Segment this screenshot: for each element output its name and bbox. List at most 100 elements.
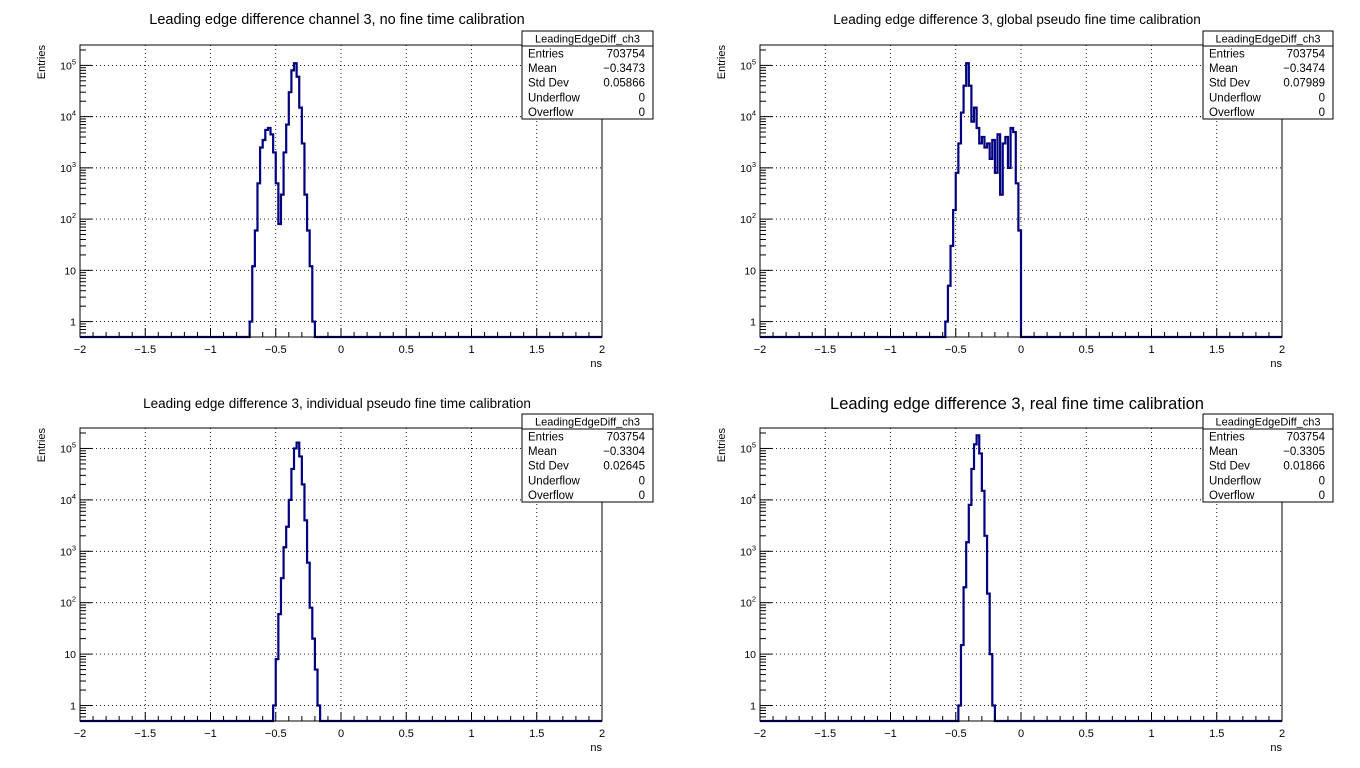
stats-row-label: Std Dev xyxy=(528,461,569,473)
chart-title: Leading edge difference 3, global pseudo… xyxy=(833,12,1201,27)
x-tick-label: −2 xyxy=(754,728,767,740)
x-tick-label: 0 xyxy=(338,728,344,740)
stats-row-value: 0 xyxy=(639,107,645,119)
stats-row-value: −0.3474 xyxy=(1283,63,1325,75)
stats-row-label: Overflow xyxy=(1209,490,1255,502)
y-axis-label: Entries xyxy=(716,45,728,80)
y-tick-label: 10 xyxy=(64,265,76,277)
y-tick-label: 105 xyxy=(740,440,756,455)
x-tick-label: −2 xyxy=(754,344,767,356)
stats-row-label: Mean xyxy=(1209,63,1238,75)
x-tick-label: −2 xyxy=(74,728,87,740)
chart-title: Leading edge difference 3, real fine tim… xyxy=(830,395,1204,413)
x-tick-label: 1.5 xyxy=(1209,728,1224,740)
x-tick-label: −1 xyxy=(204,344,217,356)
stats-box: LeadingEdgeDiff_ch3 Entries 703754 Mean −0.3… xyxy=(521,413,654,503)
stats-row-label: Underflow xyxy=(528,475,580,487)
y-axis-label: Entries xyxy=(36,428,48,463)
histogram-panel-1: Leading edge difference channel 3, no fi… xyxy=(36,12,654,370)
x-tick-label: 2 xyxy=(1279,344,1285,356)
y-tick-label: 1 xyxy=(750,701,756,713)
stats-row-value: 0 xyxy=(1319,475,1325,487)
y-axis-label: Entries xyxy=(716,428,728,463)
y-tick-label: 10 xyxy=(744,265,756,277)
y-axis-label: Entries xyxy=(36,45,48,80)
y-tick-label: 103 xyxy=(60,160,76,175)
y-tick-label: 102 xyxy=(740,595,756,610)
x-tick-label: 1 xyxy=(1148,728,1154,740)
x-tick-label: 2 xyxy=(1279,728,1285,740)
x-tick-label: 1.5 xyxy=(1209,344,1224,356)
x-tick-label: −0.5 xyxy=(945,728,967,740)
stats-row-label: Std Dev xyxy=(1209,78,1250,90)
stats-row-label: Underflow xyxy=(528,92,580,104)
x-tick-label: −1.5 xyxy=(814,728,836,740)
x-tick-label: 1.5 xyxy=(529,344,544,356)
y-tick-label: 1 xyxy=(750,317,756,329)
stats-row-value: 0 xyxy=(1319,107,1325,119)
y-tick-label: 104 xyxy=(60,109,76,124)
stats-row-label: Underflow xyxy=(1209,92,1261,104)
y-tick-label: 103 xyxy=(60,543,76,558)
stats-box: LeadingEdgeDiff_ch3 Entries 703754 Mean −0.3… xyxy=(521,30,654,120)
stats-row-value: 0 xyxy=(639,92,645,104)
x-tick-label: 0 xyxy=(1018,344,1024,356)
chart-title: Leading edge difference channel 3, no fi… xyxy=(149,12,524,28)
x-tick-label: −1.5 xyxy=(134,728,156,740)
stats-row-value: −0.3473 xyxy=(603,63,645,75)
y-tick-label: 1 xyxy=(70,317,76,329)
y-tick-label: 105 xyxy=(740,57,756,72)
stats-row-value: 0 xyxy=(639,475,645,487)
y-tick-label: 104 xyxy=(60,492,76,507)
stats-row-label: Mean xyxy=(528,446,557,458)
chart-title: Leading edge difference 3, individual ps… xyxy=(143,396,531,411)
x-tick-label: 1 xyxy=(468,728,474,740)
x-axis-label: ns xyxy=(1270,742,1282,754)
stats-row-value: 703754 xyxy=(1287,49,1326,61)
y-tick-label: 102 xyxy=(60,211,76,226)
stats-box-title: LeadingEdgeDiff_ch3 xyxy=(535,417,640,429)
stats-row-label: Mean xyxy=(1209,446,1238,458)
x-tick-label: 0.5 xyxy=(399,728,414,740)
stats-row-value: −0.3305 xyxy=(1283,446,1325,458)
x-tick-label: 0.5 xyxy=(399,344,414,356)
x-tick-label: 2 xyxy=(599,344,605,356)
stats-row-label: Underflow xyxy=(1209,475,1261,487)
stats-row-value: 0 xyxy=(1319,490,1325,502)
stats-row-value: 0.05866 xyxy=(603,78,645,90)
histogram-line xyxy=(80,441,602,723)
stats-box: LeadingEdgeDiff_ch3 Entries 703754 Mean −0.3… xyxy=(1202,413,1334,503)
y-tick-label: 104 xyxy=(740,109,756,124)
x-tick-label: 0.5 xyxy=(1079,344,1094,356)
stats-row-label: Std Dev xyxy=(1209,461,1250,473)
x-axis-label: ns xyxy=(590,358,602,370)
y-tick-label: 105 xyxy=(60,440,76,455)
stats-row-value: −0.3304 xyxy=(603,446,645,458)
x-tick-label: −1.5 xyxy=(814,344,836,356)
x-tick-label: 0 xyxy=(338,344,344,356)
stats-row-label: Entries xyxy=(1209,49,1245,61)
stats-row-label: Overflow xyxy=(1209,107,1255,119)
stats-row-value: 703754 xyxy=(1287,432,1326,444)
x-axis-label: ns xyxy=(590,742,602,754)
x-tick-label: −1 xyxy=(884,728,897,740)
x-tick-label: −1 xyxy=(884,344,897,356)
histogram-panel-3: Leading edge difference 3, individual ps… xyxy=(36,396,654,754)
histogram-line xyxy=(760,62,1282,339)
y-tick-label: 1 xyxy=(70,701,76,713)
stats-row-label: Entries xyxy=(528,432,564,444)
y-tick-label: 102 xyxy=(60,595,76,610)
y-tick-label: 104 xyxy=(740,492,756,507)
x-axis-label: ns xyxy=(1270,358,1282,370)
stats-row-value: 0.01866 xyxy=(1283,461,1325,473)
stats-row-value: 703754 xyxy=(607,432,646,444)
stats-row-label: Overflow xyxy=(528,107,574,119)
stats-row-value: 0 xyxy=(1319,92,1325,104)
y-tick-label: 10 xyxy=(744,649,756,661)
stats-box-title: LeadingEdgeDiff_ch3 xyxy=(1216,417,1321,429)
y-tick-label: 102 xyxy=(740,211,756,226)
stats-row-label: Std Dev xyxy=(528,78,569,90)
stats-box-title: LeadingEdgeDiff_ch3 xyxy=(1216,34,1321,46)
x-tick-label: −0.5 xyxy=(265,728,287,740)
